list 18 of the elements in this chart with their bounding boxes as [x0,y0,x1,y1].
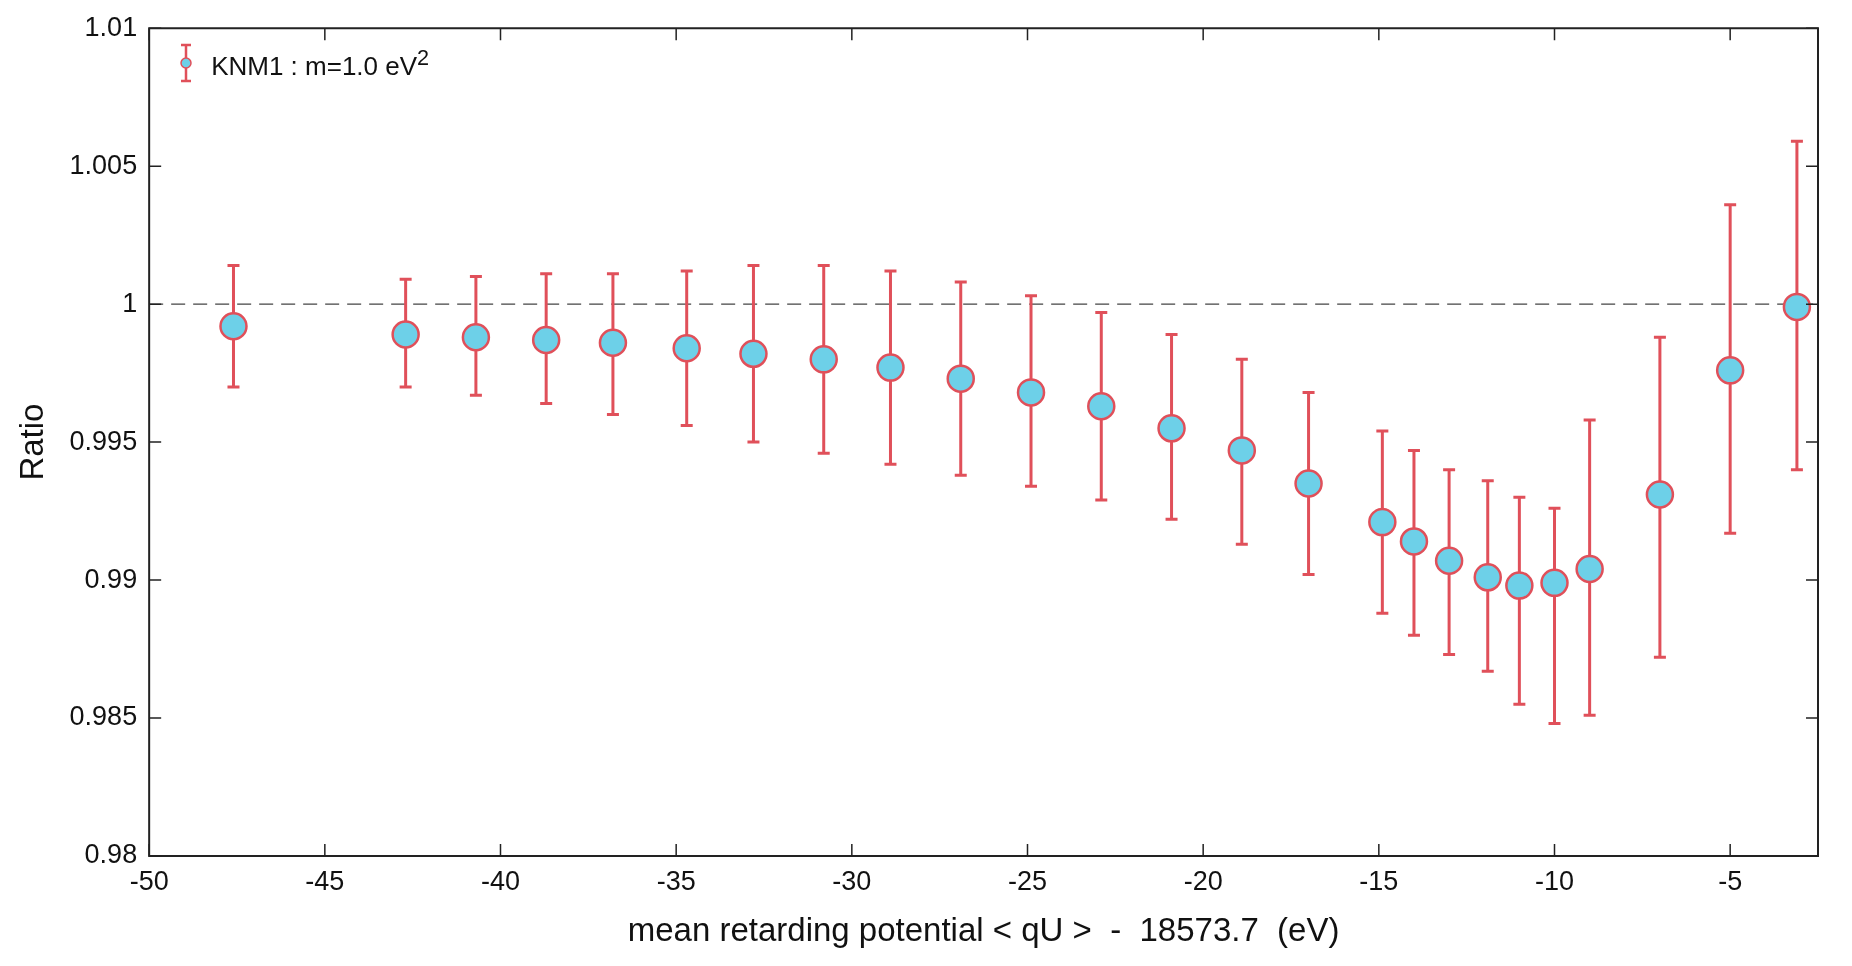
y-tick-label: 0.985 [69,701,138,732]
x-tick-label: -45 [305,865,345,896]
x-tick-label: -5 [1718,865,1743,896]
x-tick-label: -35 [656,865,696,896]
x-tick-label: -10 [1534,865,1575,896]
legend-label: KNM1 : m=1.0 eV$^{2}$ [211,44,430,82]
y-tick-label: 1.005 [69,149,138,180]
y-tick-label: 0.99 [84,563,138,594]
y-tick-label: 0.995 [69,425,138,456]
x-tick-label: -15 [1359,865,1399,896]
y-axis-title: Ratio [12,403,50,481]
x-axis-title: mean retarding potential < qU > - 18573.7 (eV) [627,911,1340,949]
x-tick-label: -25 [1007,865,1048,896]
y-tick-label: 1.01 [84,11,138,42]
y-tick-label: 1 [122,287,138,318]
x-tick-label: -30 [832,865,872,896]
x-tick-label: -20 [1183,865,1223,896]
x-tick-label: -40 [480,865,521,896]
